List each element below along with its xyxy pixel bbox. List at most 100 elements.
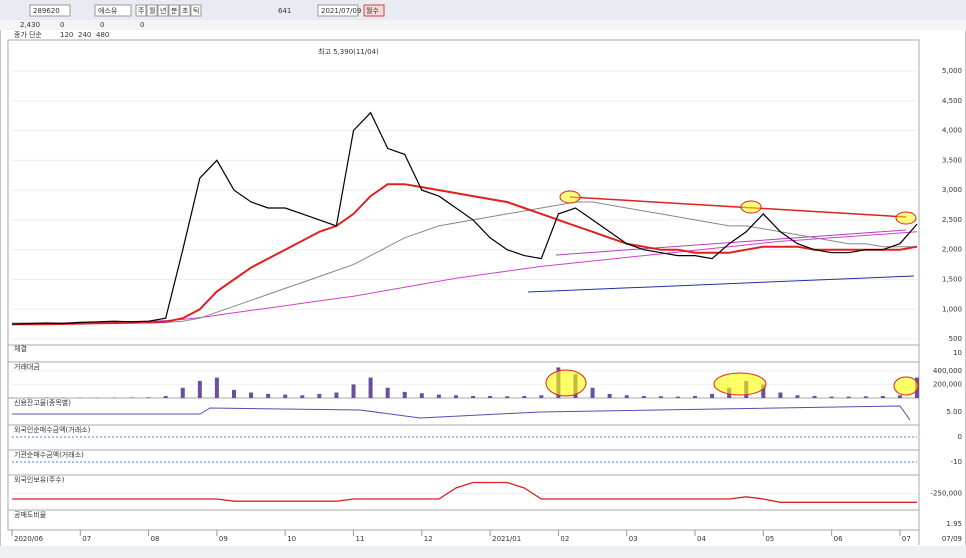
panel-label: 기관순매수금액(거래소) (14, 450, 84, 459)
volume-bar (385, 387, 390, 398)
status-bar (0, 546, 966, 558)
y-tick-label: 5,000 (942, 67, 962, 75)
x-tick-label: 03 (629, 535, 638, 543)
panel-label: 신용잔고율(종목별) (14, 398, 71, 407)
volume-bar (300, 395, 305, 398)
credit-line (12, 405, 911, 421)
volume-bar (829, 396, 834, 398)
code: 289620 (33, 7, 60, 15)
highlight (713, 372, 767, 396)
volume-bar (778, 392, 783, 398)
volume-bar (761, 384, 766, 398)
volume-bar (812, 395, 817, 398)
y-tick-label: 5.00 (946, 408, 962, 416)
volume-bar (163, 395, 168, 398)
y-tick-label: 0 (958, 433, 962, 441)
y-tick-label: -250,000 (931, 490, 962, 498)
tool-button[interactable] (146, 4, 158, 17)
info-value: 0 (140, 21, 144, 29)
trend-line (527, 275, 915, 293)
x-tick-label: 2021/01 (492, 535, 521, 543)
volume-bar (146, 397, 151, 398)
legend-entry: 480 (96, 31, 109, 39)
info-value: 0 (60, 21, 64, 29)
x-tick-label: 05 (765, 535, 774, 543)
y-tick-label: 1,500 (942, 275, 962, 283)
volume-bar (249, 392, 254, 398)
tool-button-label: 분 (171, 7, 178, 15)
y-tick-label: 2,500 (942, 216, 962, 224)
volume-bar (317, 393, 322, 398)
info-bar (0, 20, 966, 30)
volume-bar (863, 396, 868, 398)
tool-button[interactable] (168, 4, 180, 17)
x-tick-label: 10 (287, 535, 296, 543)
last-date: 07/09 (942, 535, 962, 543)
y-tick-label: 4,500 (942, 97, 962, 105)
tool-button-label: 초 (182, 7, 189, 15)
volume-bar (641, 395, 646, 398)
volume-bar (897, 395, 902, 398)
x-tick-label: 04 (697, 535, 706, 543)
y-tick-label: 2,000 (942, 246, 962, 254)
volume-bar (658, 396, 663, 398)
volume-bar (607, 393, 612, 398)
panel-label: 거래대금 (14, 362, 40, 371)
x-tick-label: 12 (424, 535, 433, 543)
volume-bar (880, 395, 885, 398)
volume-bar (334, 392, 339, 398)
highlight (740, 200, 762, 214)
x-tick-label: 02 (560, 535, 569, 543)
panel-label: 외국인순매수금액(거래소) (14, 425, 91, 434)
highlight (893, 376, 919, 396)
action-button[interactable] (363, 4, 385, 17)
highlight (545, 369, 587, 397)
x-tick-label: 08 (151, 535, 160, 543)
x-tick-label: 11 (356, 535, 365, 543)
tool-button[interactable] (157, 4, 169, 17)
code-box[interactable] (29, 4, 71, 17)
toolbar (0, 0, 966, 20)
volume-bar (231, 389, 236, 398)
tool-button[interactable] (135, 4, 147, 17)
volume-bar (180, 387, 185, 398)
volume-bar (522, 395, 527, 398)
volume-bar (539, 395, 544, 398)
date: 2021/07/09 (321, 7, 361, 15)
y-tick-label: 1.95 (946, 520, 962, 528)
volume-bar (368, 377, 373, 398)
highlight (895, 211, 917, 225)
date-box[interactable] (317, 4, 359, 17)
volume-bar (197, 381, 202, 398)
legend-entry: 240 (78, 31, 91, 39)
panel-label: 공매도비율 (14, 510, 47, 519)
y-tick-label: 1,000 (942, 305, 962, 313)
series-line (12, 481, 917, 503)
annotation: 최고 5,390(11/04) (318, 47, 379, 56)
volume-bar (283, 394, 288, 398)
series-line (11, 111, 918, 325)
legend-title: 종가 단순 (14, 30, 43, 39)
tool-button-label: 틱 (193, 6, 199, 15)
y-tick-label: 200,000 (933, 380, 962, 388)
volume-bar (419, 393, 424, 398)
tool-button[interactable] (190, 4, 202, 17)
stock-name: 에스유 (98, 6, 118, 15)
x-tick-label: 06 (834, 535, 843, 543)
volume-bar (436, 394, 441, 398)
tool-button[interactable] (179, 4, 191, 17)
panel-label: 외국인보유(주수) (14, 475, 65, 484)
highlight (559, 190, 581, 204)
volume-bar (795, 395, 800, 398)
x-tick-label: 2020/06 (14, 535, 44, 543)
volume-bar (402, 391, 407, 398)
tool-button-label: 월 (149, 6, 155, 15)
y-tick-label: 3,500 (942, 156, 962, 164)
name-box[interactable] (94, 4, 132, 17)
volume-bar (505, 396, 510, 398)
volume-bar (129, 397, 134, 398)
volume-bar (453, 395, 458, 398)
info-value: 2,430 (20, 21, 40, 29)
y-tick-label: 3,000 (942, 186, 962, 194)
